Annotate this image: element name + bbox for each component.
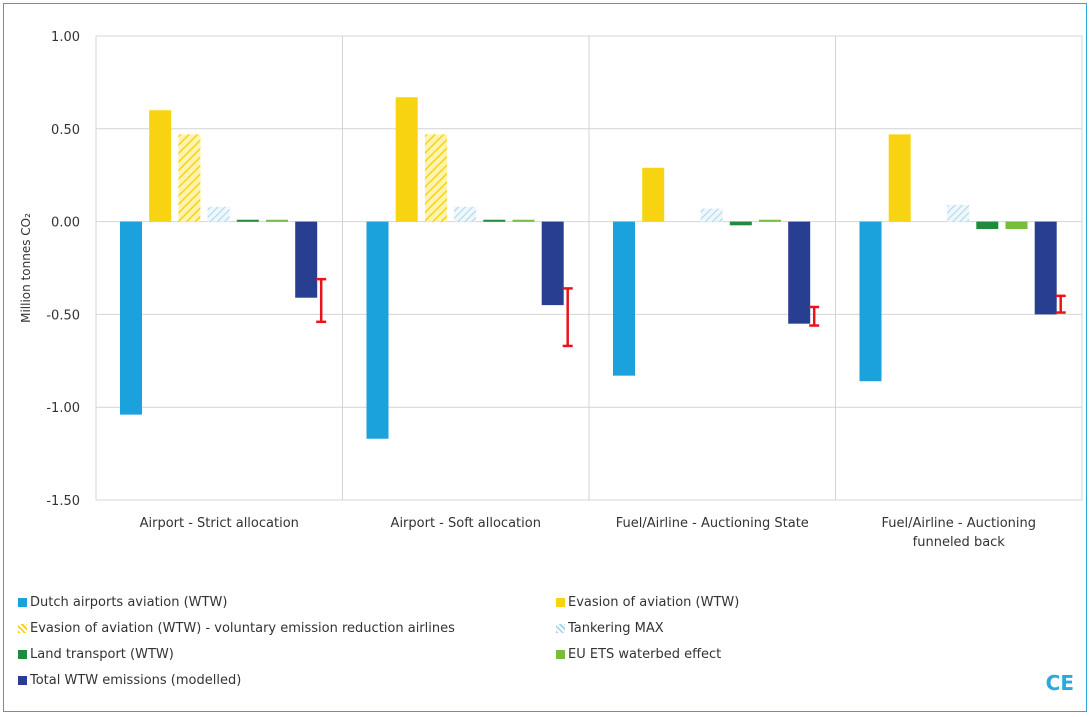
legend-item: Evasion of aviation (WTW) - voluntary em… xyxy=(18,618,556,638)
error-bar xyxy=(316,277,327,324)
legend-label: Total WTW emissions (modelled) xyxy=(30,672,242,688)
category-label: Fuel/Airline - Auctioning State xyxy=(616,516,809,531)
bar-tankering-max xyxy=(454,206,477,222)
bar-evasion-of-aviation-wtw-voluntary-emission-reduction-airlines xyxy=(424,134,447,222)
bar-total-wtw-emissions-modelled xyxy=(788,221,811,324)
legend-label: Evasion of aviation (WTW) - voluntary em… xyxy=(30,620,455,636)
legend-swatch xyxy=(556,649,565,659)
y-tick-label: 0.50 xyxy=(51,123,80,138)
bar-evasion-of-aviation-wtw-voluntary-emission-reduction-airlines xyxy=(178,134,201,222)
legend-swatch xyxy=(18,623,27,633)
bar-eu-ets-waterbed-effect xyxy=(1005,221,1028,230)
bars-group xyxy=(120,97,1057,439)
bar-land-transport-wtw xyxy=(483,219,506,222)
y-tick-label: 1.00 xyxy=(51,30,80,45)
bar-land-transport-wtw xyxy=(236,219,259,222)
legend-label: EU ETS waterbed effect xyxy=(568,646,722,662)
bar-land-transport-wtw xyxy=(976,221,999,230)
legend-swatch xyxy=(18,675,27,685)
bar-eu-ets-waterbed-effect xyxy=(759,219,781,222)
legend-item: EU ETS waterbed effect xyxy=(556,644,1016,664)
y-axis-ticks: 1.00 0.50 0.00 -0.50 -1.00 -1.50 xyxy=(46,30,80,509)
y-tick-label: -1.00 xyxy=(46,401,80,416)
y-tick-label: 0.00 xyxy=(51,216,80,231)
error-bar xyxy=(1055,294,1066,314)
error-bars-group xyxy=(316,277,1066,348)
x-axis-categories: Airport - Strict allocation Airport - Sof… xyxy=(140,516,1036,550)
category-label: Fuel/Airline - Auctioning xyxy=(881,516,1036,531)
bar-tankering-max xyxy=(207,206,230,222)
legend-label: Dutch airports aviation (WTW) xyxy=(30,594,228,610)
category-label: Airport - Soft allocation xyxy=(391,516,541,531)
legend-label: Tankering MAX xyxy=(568,620,664,636)
bar-tankering-max xyxy=(700,208,723,222)
bar-evasion-of-aviation-wtw xyxy=(149,110,172,222)
bar-land-transport-wtw xyxy=(729,221,752,226)
legend: Dutch airports aviation (WTW) Evasion of … xyxy=(18,592,1028,690)
bar-evasion-of-aviation-wtw xyxy=(395,97,418,222)
y-tick-label: -1.50 xyxy=(46,494,80,509)
bar-chart: 1.00 0.50 0.00 -0.50 -1.00 -1.50 Airport - St… xyxy=(19,30,1083,550)
bar-evasion-of-aviation-wtw xyxy=(888,134,911,222)
legend-label: Land transport (WTW) xyxy=(30,646,174,662)
bar-total-wtw-emissions-modelled xyxy=(1034,221,1057,315)
bar-evasion-of-aviation-wtw xyxy=(642,167,665,222)
gridlines xyxy=(95,35,1083,501)
legend-swatch xyxy=(18,649,27,659)
bar-eu-ets-waterbed-effect xyxy=(512,219,535,222)
error-bar xyxy=(562,287,573,348)
legend-item: Land transport (WTW) xyxy=(18,644,556,664)
legend-item: Total WTW emissions (modelled) xyxy=(18,670,556,690)
legend-item: Dutch airports aviation (WTW) xyxy=(18,592,556,612)
legend-swatch xyxy=(556,597,565,607)
ce-logo: CE xyxy=(1045,671,1074,695)
y-tick-label: -0.50 xyxy=(46,308,80,323)
category-label: Airport - Strict allocation xyxy=(140,516,299,531)
legend-item: Evasion of aviation (WTW) xyxy=(556,592,1016,612)
legend-swatch xyxy=(18,597,27,607)
bar-dutch-airports-aviation-wtw xyxy=(120,221,142,415)
y-axis-label: Million tonnes CO₂ xyxy=(19,213,33,323)
category-label: funneled back xyxy=(913,535,1006,550)
bar-total-wtw-emissions-modelled xyxy=(295,221,318,298)
error-bar xyxy=(809,305,820,327)
legend-label: Evasion of aviation (WTW) xyxy=(568,594,740,610)
bar-eu-ets-waterbed-effect xyxy=(266,219,288,222)
legend-item: Tankering MAX xyxy=(556,618,1016,638)
bar-dutch-airports-aviation-wtw xyxy=(613,221,635,376)
bar-tankering-max xyxy=(947,204,970,222)
bar-total-wtw-emissions-modelled xyxy=(541,221,564,306)
bar-dutch-airports-aviation-wtw xyxy=(859,221,882,382)
legend-swatch xyxy=(556,623,565,633)
chart-frame xyxy=(3,3,1087,712)
bar-dutch-airports-aviation-wtw xyxy=(366,221,389,439)
